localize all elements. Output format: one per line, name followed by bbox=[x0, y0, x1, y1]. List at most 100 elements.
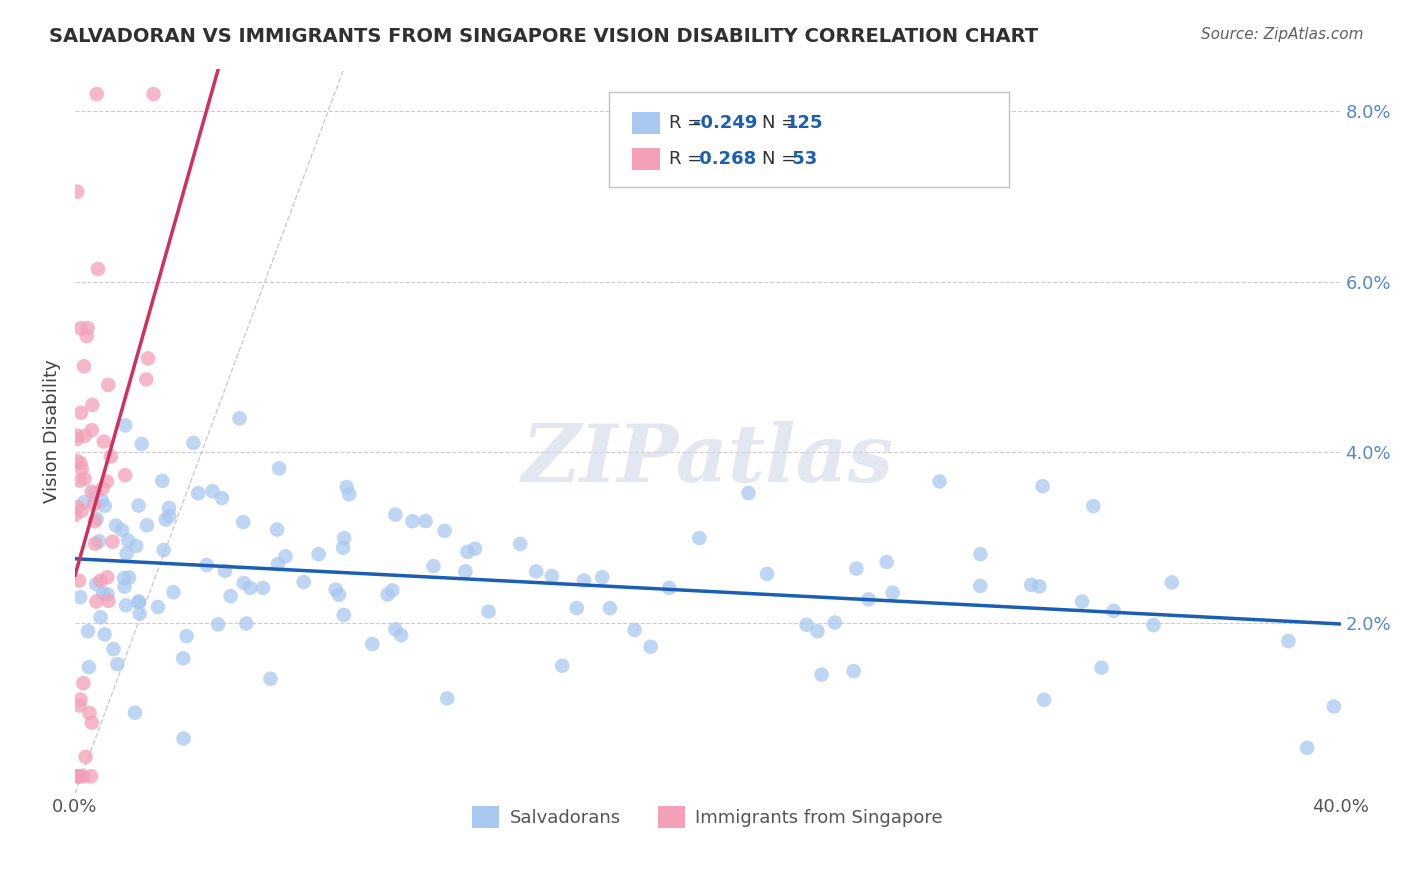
Point bbox=[70, 462, 93, 476]
Point bbox=[232, 575, 254, 590]
Point bbox=[69, 321, 91, 335]
Point bbox=[96, 475, 118, 489]
Point bbox=[86, 594, 108, 608]
Point bbox=[433, 524, 456, 538]
Point bbox=[73, 359, 96, 374]
Point bbox=[195, 558, 218, 572]
Point bbox=[124, 706, 146, 720]
Text: ZIPatlas: ZIPatlas bbox=[522, 421, 894, 499]
Point bbox=[114, 418, 136, 433]
Point bbox=[91, 481, 114, 495]
Point bbox=[1032, 479, 1054, 493]
Point bbox=[66, 428, 89, 442]
Point bbox=[69, 769, 91, 783]
Point bbox=[211, 491, 233, 505]
Text: R =: R = bbox=[668, 150, 707, 168]
Point bbox=[65, 769, 87, 783]
Text: -0.249: -0.249 bbox=[693, 114, 756, 132]
Point bbox=[73, 495, 96, 509]
Point bbox=[228, 411, 250, 425]
Point bbox=[84, 537, 107, 551]
Point bbox=[235, 616, 257, 631]
Point bbox=[97, 378, 120, 392]
Point bbox=[658, 581, 681, 595]
Point bbox=[565, 601, 588, 615]
Point bbox=[1033, 692, 1056, 706]
Point bbox=[384, 622, 406, 636]
FancyBboxPatch shape bbox=[631, 148, 659, 170]
Point bbox=[136, 518, 159, 533]
Point bbox=[845, 561, 868, 575]
Point bbox=[239, 581, 262, 595]
Point bbox=[456, 545, 478, 559]
Point bbox=[80, 769, 103, 783]
Point bbox=[136, 351, 159, 366]
Point bbox=[219, 589, 242, 603]
Point bbox=[454, 565, 477, 579]
Point bbox=[332, 607, 354, 622]
Point bbox=[69, 692, 91, 706]
Point bbox=[172, 651, 194, 665]
Point bbox=[66, 454, 89, 468]
Point bbox=[117, 533, 139, 548]
Text: SALVADORAN VS IMMIGRANTS FROM SINGAPORE VISION DISABILITY CORRELATION CHART: SALVADORAN VS IMMIGRANTS FROM SINGAPORE … bbox=[49, 27, 1039, 45]
Point bbox=[150, 474, 173, 488]
Point bbox=[176, 629, 198, 643]
Point bbox=[325, 582, 347, 597]
Point bbox=[128, 595, 150, 609]
Text: 125: 125 bbox=[786, 114, 824, 132]
Point bbox=[1083, 499, 1105, 513]
Point bbox=[80, 715, 103, 730]
Point bbox=[157, 500, 180, 515]
Point bbox=[128, 607, 150, 621]
Point bbox=[128, 594, 150, 608]
Point bbox=[572, 574, 595, 588]
Point bbox=[214, 564, 236, 578]
Point bbox=[83, 486, 105, 500]
Point bbox=[267, 558, 290, 572]
Point bbox=[66, 185, 89, 199]
Point bbox=[70, 406, 93, 420]
Point bbox=[90, 574, 112, 588]
Point bbox=[756, 566, 779, 581]
Text: N =: N = bbox=[762, 114, 803, 132]
Point bbox=[67, 574, 90, 588]
Point bbox=[292, 575, 315, 590]
Point bbox=[152, 543, 174, 558]
Text: Source: ZipAtlas.com: Source: ZipAtlas.com bbox=[1201, 27, 1364, 42]
Point bbox=[100, 450, 122, 464]
Point bbox=[93, 627, 115, 641]
Point bbox=[810, 667, 832, 681]
Point bbox=[94, 499, 117, 513]
Point bbox=[104, 518, 127, 533]
Point bbox=[551, 658, 574, 673]
Point bbox=[84, 577, 107, 591]
Point bbox=[90, 493, 112, 508]
Point bbox=[97, 594, 120, 608]
Point bbox=[1071, 594, 1094, 608]
Point bbox=[69, 474, 91, 488]
Point bbox=[142, 87, 165, 101]
Text: 53: 53 bbox=[786, 150, 817, 168]
Point bbox=[1028, 579, 1050, 593]
Point bbox=[77, 624, 100, 639]
Text: N =: N = bbox=[762, 150, 803, 168]
Point bbox=[128, 499, 150, 513]
Point bbox=[86, 87, 108, 101]
Point bbox=[858, 592, 880, 607]
Point bbox=[76, 321, 98, 335]
Point bbox=[114, 468, 136, 483]
Point bbox=[93, 434, 115, 449]
Point bbox=[274, 549, 297, 564]
Point bbox=[591, 570, 613, 584]
Point bbox=[842, 664, 865, 678]
Point bbox=[69, 698, 91, 713]
Point bbox=[90, 610, 112, 624]
Point bbox=[80, 423, 103, 437]
Point bbox=[928, 475, 950, 489]
Point bbox=[83, 514, 105, 528]
Point bbox=[1019, 578, 1042, 592]
Point bbox=[131, 437, 153, 451]
Point bbox=[308, 547, 330, 561]
Point bbox=[337, 487, 360, 501]
